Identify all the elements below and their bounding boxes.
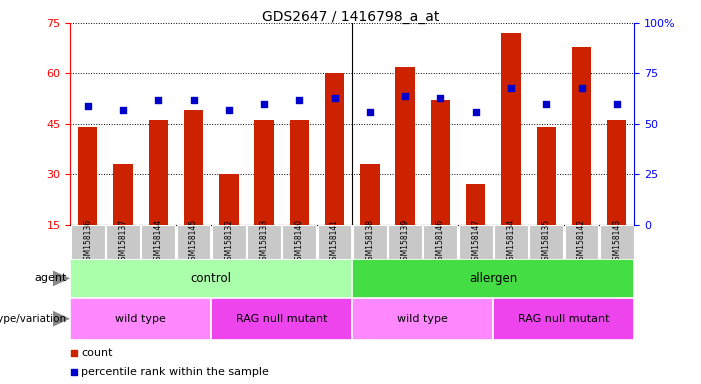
Text: control: control [191, 272, 231, 285]
Bar [114, 164, 132, 225]
Bar [572, 46, 591, 225]
Text: GSM158143: GSM158143 [612, 219, 621, 265]
Bar [290, 121, 309, 225]
Text: genotype/variation: genotype/variation [0, 314, 67, 324]
Point [505, 84, 517, 91]
Point [294, 97, 305, 103]
Point [540, 101, 552, 107]
Text: GSM158137: GSM158137 [118, 219, 128, 265]
Text: wild type: wild type [397, 314, 448, 324]
Text: GSM158139: GSM158139 [401, 219, 409, 265]
Text: GSM158147: GSM158147 [471, 219, 480, 265]
Bar [430, 100, 450, 225]
Text: GSM158141: GSM158141 [330, 219, 339, 265]
Point [117, 107, 128, 113]
Point [69, 369, 80, 375]
Point [69, 349, 80, 356]
Bar [607, 121, 627, 225]
Bar [318, 225, 351, 259]
Polygon shape [53, 270, 70, 286]
Point [188, 97, 199, 103]
Point [259, 101, 270, 107]
Bar [564, 225, 599, 259]
Bar [177, 225, 210, 259]
Bar [388, 225, 422, 259]
Point [611, 101, 622, 107]
Point [435, 94, 446, 101]
Bar [600, 225, 634, 259]
Bar [494, 298, 634, 340]
Bar [71, 225, 104, 259]
Point [329, 94, 340, 101]
Bar [360, 164, 379, 225]
Polygon shape [53, 311, 70, 327]
Text: GSM158140: GSM158140 [295, 219, 304, 265]
Text: GSM158133: GSM158133 [259, 219, 268, 265]
Bar [353, 225, 387, 259]
Bar [78, 127, 97, 225]
Text: GSM158146: GSM158146 [436, 219, 445, 265]
Bar [142, 225, 175, 259]
Text: GSM158134: GSM158134 [506, 219, 515, 265]
Point [365, 109, 376, 115]
Bar [254, 121, 274, 225]
Text: count: count [81, 348, 113, 358]
Bar [106, 225, 140, 259]
Bar [423, 225, 457, 259]
Point [82, 103, 93, 109]
Text: GSM158135: GSM158135 [542, 219, 551, 265]
Bar [247, 225, 281, 259]
Text: GSM158136: GSM158136 [83, 219, 93, 265]
Bar [211, 298, 352, 340]
Point [400, 93, 411, 99]
Point [223, 107, 234, 113]
Text: wild type: wild type [115, 314, 166, 324]
Bar [529, 225, 563, 259]
Bar [352, 259, 634, 298]
Bar [283, 225, 316, 259]
Point [153, 97, 164, 103]
Bar [458, 225, 493, 259]
Bar [70, 259, 353, 298]
Text: RAG null mutant: RAG null mutant [236, 314, 327, 324]
Bar [70, 298, 211, 340]
Bar [536, 127, 556, 225]
Bar [395, 67, 415, 225]
Text: GDS2647 / 1416798_a_at: GDS2647 / 1416798_a_at [261, 10, 440, 23]
Bar [219, 174, 238, 225]
Text: GSM158142: GSM158142 [577, 219, 586, 265]
Text: agent: agent [34, 273, 67, 283]
Bar [184, 111, 203, 225]
Text: GSM158144: GSM158144 [154, 219, 163, 265]
Text: GSM158145: GSM158145 [189, 219, 198, 265]
Text: percentile rank within the sample: percentile rank within the sample [81, 367, 269, 377]
Text: GSM158138: GSM158138 [365, 219, 374, 265]
Bar [149, 121, 168, 225]
Text: GSM158132: GSM158132 [224, 219, 233, 265]
Bar [494, 225, 528, 259]
Bar [352, 298, 494, 340]
Bar [212, 225, 246, 259]
Point [576, 84, 587, 91]
Text: allergen: allergen [469, 272, 517, 285]
Bar [466, 184, 485, 225]
Point [470, 109, 482, 115]
Bar [501, 33, 521, 225]
Text: RAG null mutant: RAG null mutant [518, 314, 610, 324]
Bar [325, 73, 344, 225]
